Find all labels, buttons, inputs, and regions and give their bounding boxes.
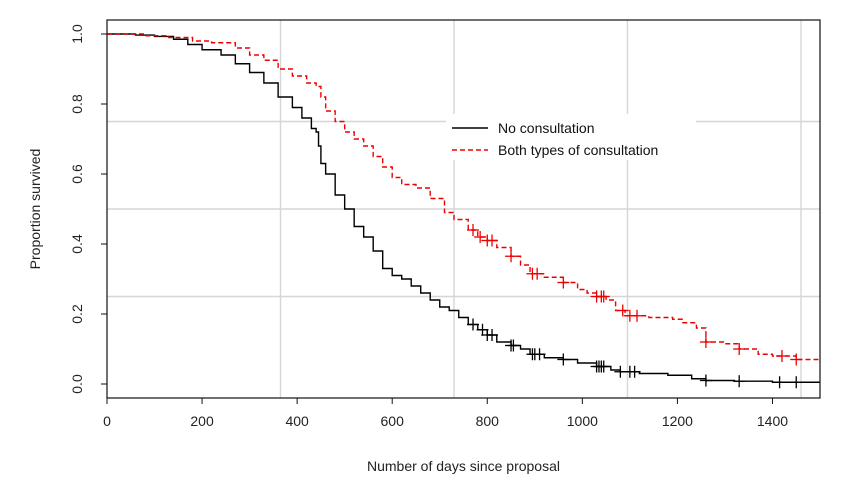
censor-mark	[699, 336, 712, 348]
y-tick-label: 0.0	[69, 374, 85, 394]
x-tick-label: 1200	[662, 413, 693, 429]
y-tick-label: 0.6	[69, 164, 85, 184]
censor-mark	[628, 365, 641, 378]
x-tick-label: 0	[103, 413, 111, 429]
legend-label-both-types-of-consultation: Both types of consultation	[498, 142, 658, 158]
x-tick-label: 1400	[757, 413, 788, 429]
censor-mark	[505, 250, 518, 263]
legend-label-no-consultation: No consultation	[498, 120, 595, 136]
censor-mark	[630, 309, 643, 322]
x-axis-title: Number of days since proposal	[367, 458, 560, 474]
x-tick-label: 800	[476, 413, 500, 429]
legend: No consultation Both types of consultati…	[446, 114, 696, 160]
censor-mark	[597, 360, 610, 373]
censor-mark	[616, 304, 629, 317]
x-tick-label: 1000	[567, 413, 598, 429]
censor-mark	[474, 231, 487, 243]
axis-layer: 0 200 400 600 800 1000 1200 1400 0.0 0.2 0.4 0.6 0.8…	[69, 24, 788, 429]
x-tick-label: 600	[381, 413, 405, 429]
y-tick-label: 0.4	[69, 234, 85, 254]
censor-mark	[775, 350, 788, 362]
legend-background	[446, 114, 696, 160]
censor-mark	[533, 348, 546, 361]
censor-mark	[507, 339, 520, 352]
censor-mark	[531, 267, 544, 280]
censor-mark	[557, 353, 570, 366]
series-line-no-consultation	[107, 33, 820, 383]
plot-frame	[106, 19, 821, 399]
y-tick-label: 1.0	[69, 24, 85, 44]
y-tick-label: 0.8	[69, 94, 85, 114]
series-layer	[107, 33, 821, 389]
censor-mark	[467, 224, 480, 236]
y-tick-label: 0.2	[69, 304, 85, 324]
censor-mark	[467, 318, 480, 331]
x-tick-label: 400	[285, 413, 309, 429]
x-tick-label: 200	[190, 413, 214, 429]
censor-mark	[733, 343, 746, 355]
y-axis-title: Proportion survived	[27, 149, 43, 270]
censor-mark	[790, 353, 803, 366]
censor-mark	[790, 376, 803, 389]
censor-mark	[597, 290, 610, 303]
censor-mark	[733, 375, 746, 388]
series-line-both-types-of-consultation	[107, 33, 821, 362]
censor-mark	[486, 234, 499, 247]
censor-mark	[476, 323, 489, 336]
censor-mark	[557, 276, 570, 289]
censor-mark	[773, 376, 786, 389]
censor-mark	[699, 374, 712, 387]
censor-mark	[486, 329, 499, 341]
